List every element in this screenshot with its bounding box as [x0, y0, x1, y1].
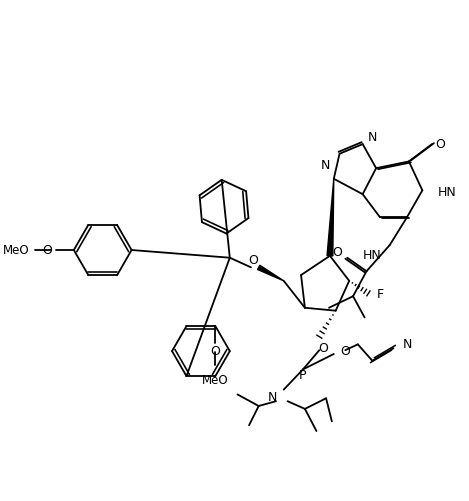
Text: O: O	[340, 345, 350, 358]
Text: O: O	[248, 254, 258, 267]
Text: P: P	[299, 369, 307, 382]
Text: O: O	[42, 243, 52, 257]
Text: HN: HN	[438, 186, 456, 199]
Text: N: N	[368, 131, 377, 144]
Polygon shape	[327, 179, 334, 256]
Text: O: O	[333, 246, 342, 260]
Text: N: N	[320, 159, 330, 172]
Polygon shape	[257, 265, 284, 281]
Text: O: O	[436, 138, 446, 151]
Text: MeO: MeO	[3, 243, 30, 257]
Text: O: O	[318, 342, 328, 355]
Text: MeO: MeO	[202, 374, 229, 386]
Text: HN: HN	[363, 249, 382, 263]
Text: N: N	[403, 338, 412, 351]
Text: F: F	[377, 288, 384, 301]
Text: O: O	[211, 345, 220, 358]
Text: N: N	[268, 391, 277, 404]
